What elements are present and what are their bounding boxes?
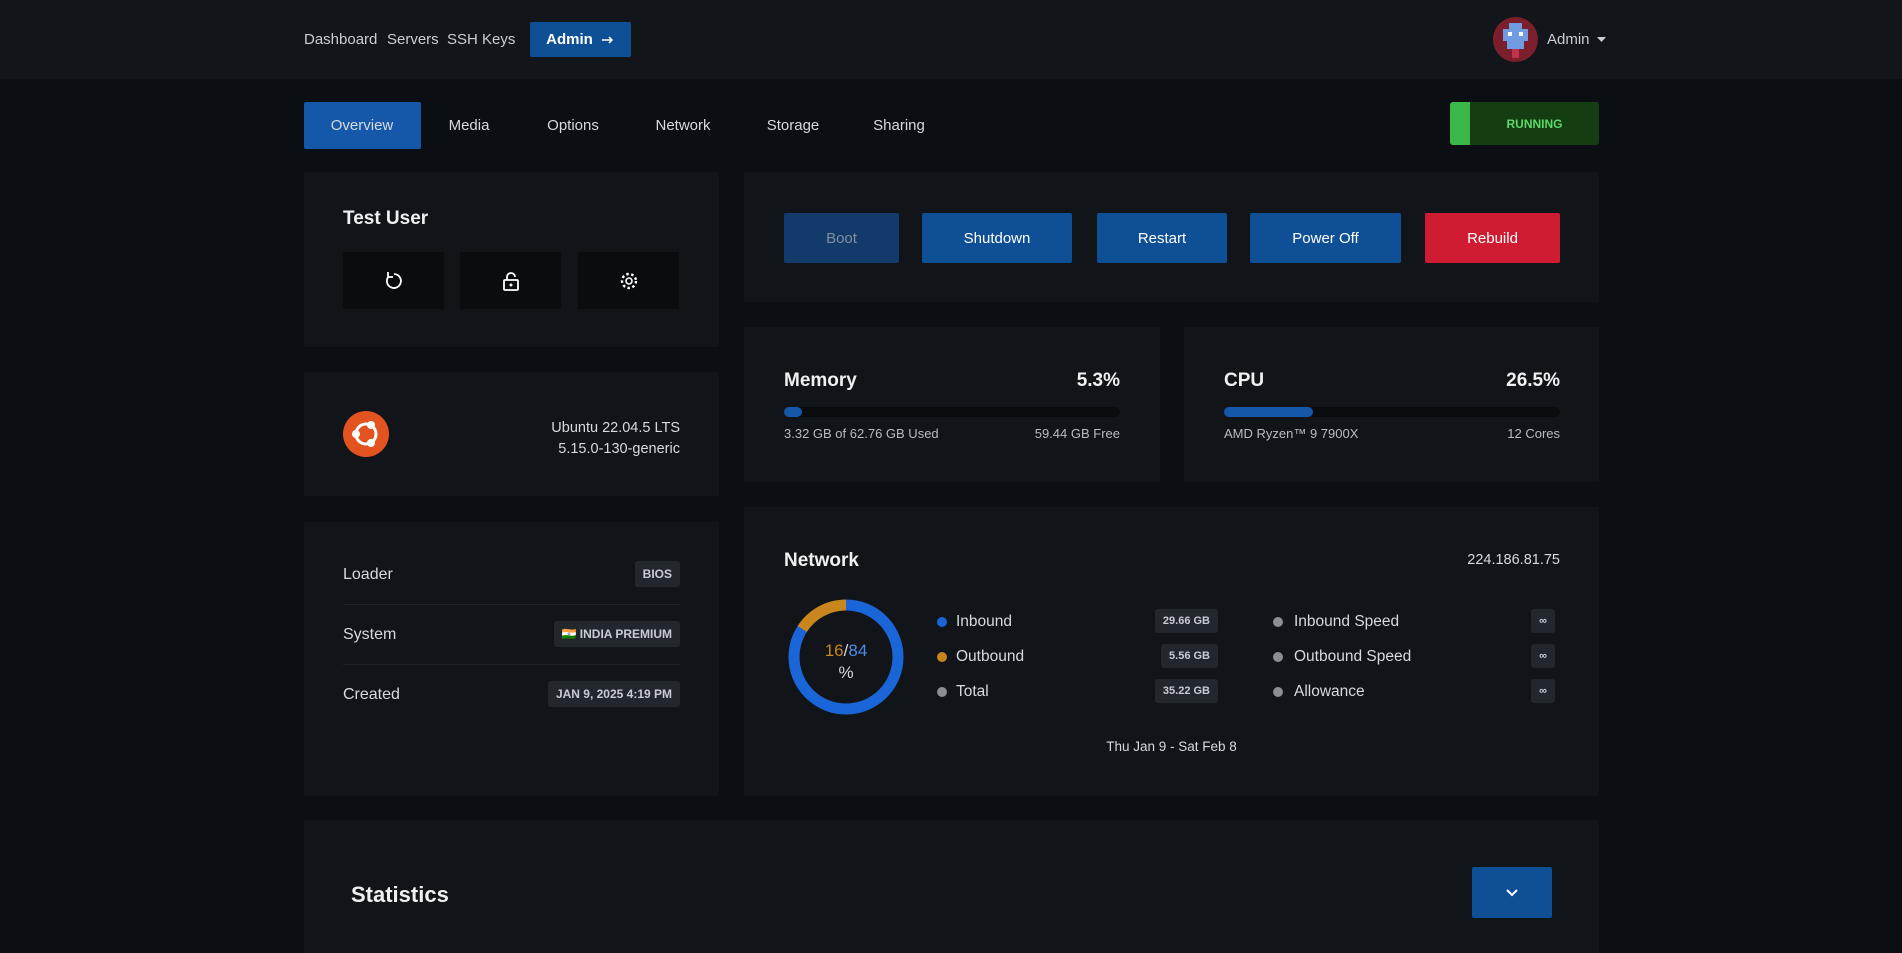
unit: %	[838, 663, 854, 682]
network-ip: 224.186.81.75	[1467, 552, 1560, 568]
expand-button[interactable]	[1472, 867, 1552, 918]
tab[interactable]: Storage	[766, 117, 820, 134]
action-button[interactable]: Boot	[784, 213, 899, 263]
donut-label: 16/84 %	[788, 640, 904, 684]
legend-dot	[937, 617, 947, 627]
status-text: RUNNING	[1506, 116, 1563, 131]
refresh-icon	[385, 271, 402, 289]
separator: /	[843, 641, 849, 660]
tab[interactable]: Sharing	[873, 117, 925, 134]
user-menu[interactable]: Admin	[1547, 31, 1606, 48]
traffic-badge: 29.66 GB	[1154, 609, 1218, 633]
lock-icon	[502, 271, 519, 291]
cpu-track	[1224, 407, 1560, 417]
arrow-icon	[601, 35, 613, 44]
cpu-fill	[1224, 407, 1314, 417]
os-kernel: 5.15.0-130-generic	[558, 441, 680, 457]
limit-badge: ∞	[1531, 644, 1555, 668]
legend-dot	[1273, 687, 1283, 697]
traffic-label: Total	[956, 683, 989, 700]
limit-badge: ∞	[1531, 609, 1555, 633]
cpu-card	[1184, 327, 1599, 482]
caret	[1596, 37, 1606, 43]
info-label: Created	[343, 686, 400, 703]
cpu-percent: 26.5%	[1506, 370, 1560, 391]
memory-card	[744, 327, 1160, 482]
info-badge: BIOS	[634, 561, 680, 587]
tab[interactable]: Network	[655, 117, 711, 134]
admin-button-label: Admin	[546, 31, 593, 48]
memory-title: Memory	[784, 370, 857, 391]
nav-link[interactable]: Dashboard	[304, 31, 378, 48]
tab[interactable]: Overview	[330, 117, 394, 134]
memory-percent: 5.3%	[1076, 370, 1120, 391]
separator	[343, 604, 680, 605]
tab[interactable]: Media	[448, 117, 490, 134]
status-indicator	[1450, 102, 1470, 145]
admin-button[interactable]: Admin	[530, 22, 631, 57]
memory-detail: 3.32 GB of 62.76 GB Used	[784, 426, 939, 441]
nav-link[interactable]: Servers	[387, 31, 439, 48]
action-button[interactable]: Shutdown	[922, 213, 1072, 263]
limit-label: Allowance	[1294, 683, 1365, 700]
cpu-detail: 12 Cores	[1507, 426, 1560, 441]
legend-dot	[937, 652, 947, 662]
statistics-title: Statistics	[351, 882, 449, 907]
memory-detail: 59.44 GB Free	[1034, 426, 1120, 441]
traffic-badge: 5.56 GB	[1161, 644, 1218, 668]
usage-donut	[788, 599, 904, 715]
info-label: Loader	[343, 566, 393, 583]
password-button[interactable]	[460, 252, 561, 309]
separator	[343, 664, 680, 665]
reinstall-button[interactable]	[343, 252, 444, 309]
traffic-badge: 35.22 GB	[1154, 679, 1218, 703]
status-badge: RUNNING	[1450, 102, 1599, 145]
limit-label: Inbound Speed	[1294, 613, 1400, 630]
traffic-label: Inbound	[956, 613, 1013, 630]
nav-link[interactable]: SSH Keys	[447, 31, 516, 48]
legend-dot	[937, 687, 947, 697]
os-info: Ubuntu 22.04.5 LTS 5.15.0-130-generic	[551, 418, 680, 460]
info-badge: 🇮🇳 INDIA PREMIUM	[553, 621, 680, 647]
statistics-card	[304, 820, 1599, 953]
legend-dot	[1273, 652, 1283, 662]
inbound-percent: 84	[848, 641, 868, 660]
limit-label: Outbound Speed	[1294, 648, 1412, 665]
tab[interactable]: Options	[547, 117, 599, 134]
gear-icon	[620, 272, 637, 289]
cpu-detail: AMD Ryzen™ 9 7900X	[1224, 426, 1359, 441]
active-tab-bg	[304, 102, 421, 149]
avatar[interactable]	[1493, 17, 1538, 62]
inbound-arc	[788, 599, 904, 715]
memory-fill	[784, 407, 802, 417]
header	[0, 0, 1902, 79]
limit-badge: ∞	[1531, 679, 1555, 703]
network-title: Network	[784, 550, 859, 571]
chevron-icon	[1506, 888, 1518, 896]
user-title: Test User	[343, 208, 429, 229]
action-button[interactable]: Power Off	[1250, 213, 1401, 263]
action-button[interactable]: Restart	[1097, 213, 1227, 263]
memory-track	[784, 407, 1120, 417]
ubuntu-logo	[343, 411, 389, 457]
user-name: Admin	[1547, 31, 1590, 48]
settings-button[interactable]	[578, 252, 679, 309]
info-badge: JAN 9, 2025 4:19 PM	[547, 681, 680, 707]
cpu-title: CPU	[1224, 370, 1265, 391]
os-name: Ubuntu 22.04.5 LTS	[551, 420, 680, 436]
action-button[interactable]: Rebuild	[1425, 213, 1560, 263]
outbound-percent: 16	[824, 641, 844, 660]
info-label: System	[343, 626, 397, 643]
legend-dot	[1273, 617, 1283, 627]
network-period: Thu Jan 9 - Sat Feb 8	[1106, 739, 1237, 754]
traffic-label: Outbound	[956, 648, 1025, 665]
